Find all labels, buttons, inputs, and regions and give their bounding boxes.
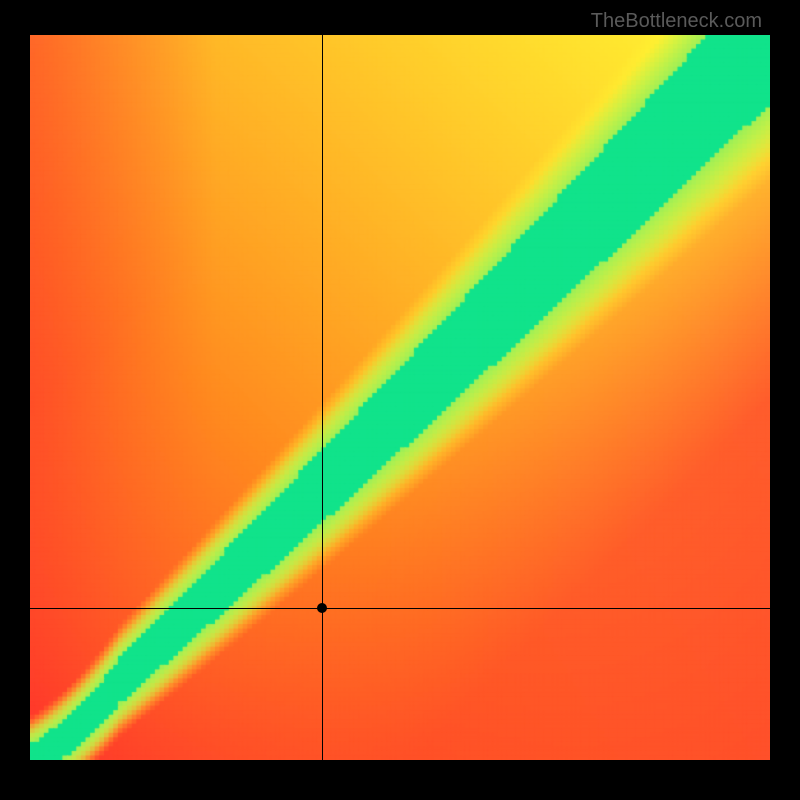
watermark-text: TheBottleneck.com bbox=[591, 10, 762, 33]
heatmap-plot bbox=[30, 35, 770, 760]
crosshair-horizontal bbox=[30, 608, 770, 609]
heatmap-canvas bbox=[30, 35, 770, 760]
crosshair-vertical bbox=[322, 35, 323, 760]
chart-container: TheBottleneck.com bbox=[0, 0, 800, 800]
marker-point bbox=[317, 603, 327, 613]
